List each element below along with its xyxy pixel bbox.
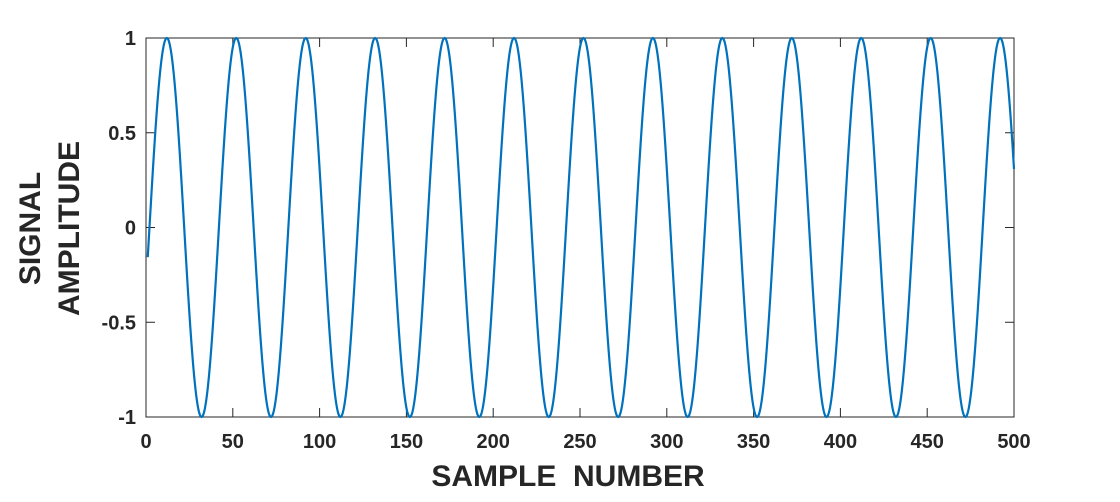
x-tick-label: 100 [303,431,336,453]
plot-area [145,36,1016,419]
x-axis-ticks [145,38,1015,417]
x-tick-label: 350 [737,431,770,453]
series-line [146,36,1016,419]
x-tick-label: 150 [390,431,423,453]
y-tick-label: 0 [125,218,136,240]
y-axis-title-line-2: AMPLITUDE [53,141,86,316]
y-axis-title: SIGNAL AMPLITUDE [14,141,86,316]
y-axis-tick-labels: -1 -0.5 0 0.5 1 [102,28,136,429]
x-tick-label: 450 [911,431,944,453]
x-axis-title: SAMPLE NUMBER [431,460,705,493]
x-tick-label: 400 [824,431,857,453]
y-tick-label: 1 [125,28,136,50]
y-tick-label: 0.5 [108,123,136,145]
x-tick-label: 200 [477,431,510,453]
y-tick-label: -1 [118,407,136,429]
x-axis-tick-labels: 0 50 100 150 200 250 300 350 400 450 500 [140,431,1030,453]
x-tick-label: 0 [140,431,151,453]
x-tick-label: 500 [997,431,1030,453]
y-axis-ticks [146,37,1014,418]
y-axis-title-line-1: SIGNAL [14,172,47,285]
x-tick-label: 250 [563,431,596,453]
x-tick-label: 50 [222,431,244,453]
y-tick-label: -0.5 [102,312,136,334]
x-tick-label: 300 [650,431,683,453]
axes-box [145,37,1015,418]
